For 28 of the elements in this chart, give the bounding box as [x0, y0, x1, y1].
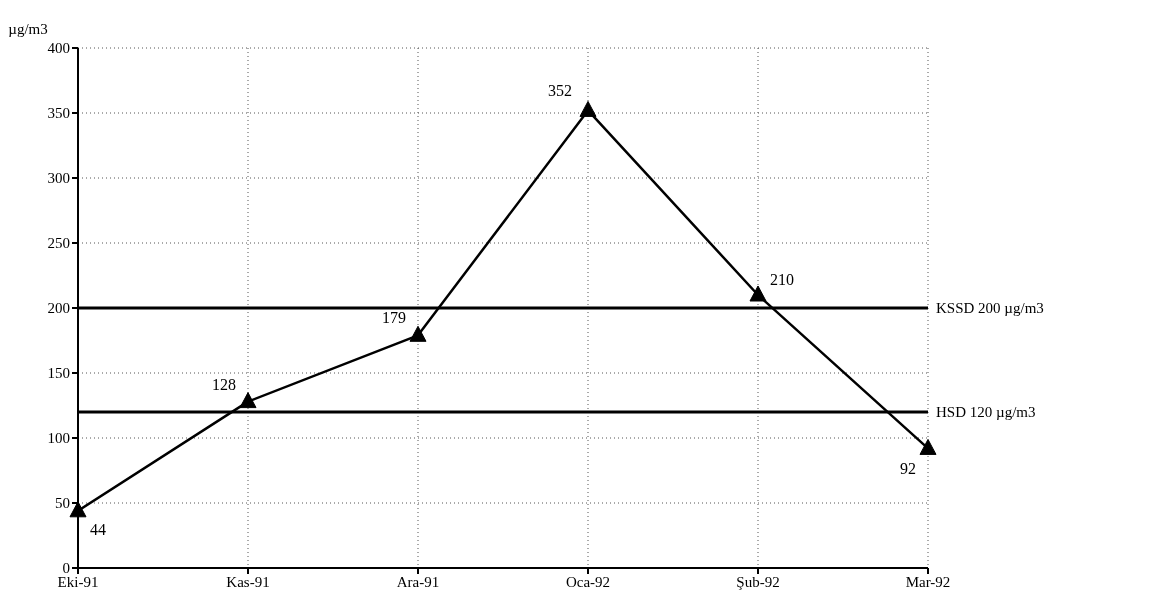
y-tick-label: 350 — [47, 105, 70, 122]
point — [409, 325, 427, 342]
x-tick-label: Şub-92 — [736, 573, 780, 590]
data-label: 352 — [548, 82, 572, 100]
y-tick-label: 150 — [47, 365, 70, 382]
y-tick-label: 400 — [47, 40, 70, 57]
y-tick-label: 250 — [47, 235, 70, 252]
y-axis-title: µg/m3 — [8, 21, 48, 37]
x-tick-label: Mar-92 — [905, 573, 951, 590]
data-label: 128 — [212, 375, 236, 393]
ref-line-label: KSSD 200 µg/m3 — [936, 300, 1044, 317]
x-tick-label: Ara-91 — [396, 573, 440, 590]
x-tick-label: Oca-92 — [565, 573, 611, 590]
point — [579, 100, 597, 117]
point — [919, 438, 937, 455]
y-tick-label: 300 — [47, 170, 70, 187]
data-label: 179 — [382, 309, 406, 327]
data-label: 210 — [770, 271, 794, 288]
x-tick-label: Kas-91 — [226, 573, 270, 590]
data-label: 92 — [900, 460, 916, 478]
point — [239, 392, 257, 409]
ref-line-label: HSD 120 µg/m3 — [936, 404, 1036, 421]
y-tick-label: 100 — [47, 430, 70, 447]
point — [749, 285, 767, 302]
y-tick-label: 200 — [47, 300, 70, 317]
y-tick-label: 50 — [55, 495, 70, 512]
data-label: 44 — [90, 520, 106, 538]
point — [69, 501, 87, 518]
